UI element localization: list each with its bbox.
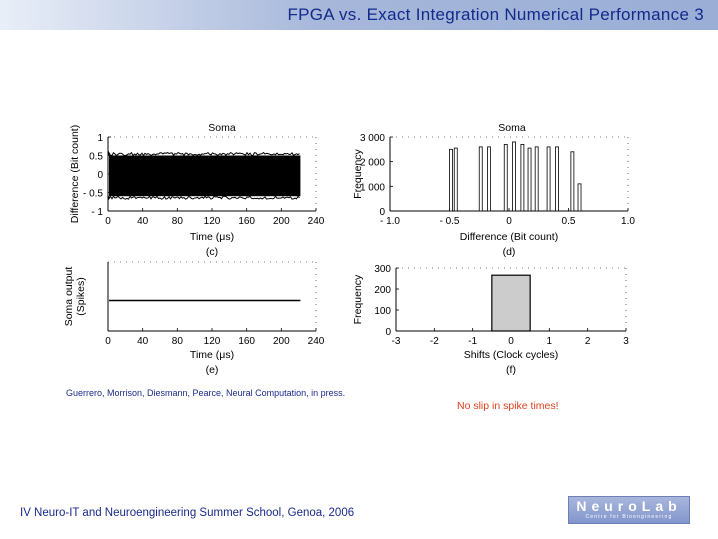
x-tick-label-d: 1.0 bbox=[621, 216, 635, 227]
slide-title: FPGA vs. Exact Integration Numerical Per… bbox=[287, 5, 704, 24]
x-tick-label-c: 40 bbox=[137, 216, 149, 227]
x-tick-label-f: 3 bbox=[623, 336, 629, 347]
x-axis-label-e: Time (μs) bbox=[190, 349, 234, 361]
y-tick-label-c: - 1 bbox=[91, 207, 103, 218]
x-tick-label-e: 160 bbox=[238, 336, 255, 347]
x-tick-label-c: 160 bbox=[238, 216, 255, 227]
y-axis-label-f: Frequency bbox=[352, 274, 364, 324]
y-axis-label-c: Difference (Bit count) bbox=[69, 125, 81, 223]
x-tick-label-f: -2 bbox=[430, 336, 439, 347]
citation-text: Guerrero, Morrison, Diesmann, Pearce, Ne… bbox=[66, 388, 346, 398]
title-bar: FPGA vs. Exact Integration Numerical Per… bbox=[0, 0, 718, 30]
x-tick-label-d: - 1.0 bbox=[380, 216, 400, 227]
caption-e: (e) bbox=[206, 364, 219, 376]
histogram-bar bbox=[449, 148, 453, 212]
histogram-bar bbox=[487, 146, 491, 212]
x-tick-label-c: 0 bbox=[105, 216, 111, 227]
x-tick-label-d: 0 bbox=[506, 216, 512, 227]
histogram-bar bbox=[478, 146, 483, 212]
histogram-bar bbox=[453, 147, 458, 212]
x-tick-label-e: 240 bbox=[308, 336, 325, 347]
logo-sub-text: Centre for Bioengineering bbox=[585, 514, 673, 520]
y-tick-label-c: 0 bbox=[97, 170, 103, 181]
x-tick-label-c: 80 bbox=[172, 216, 184, 227]
difference-band-top-edge bbox=[108, 150, 300, 157]
neurolab-logo: NeuroLab Centre for Bioengineering bbox=[568, 496, 690, 524]
y-tick-label-f: 100 bbox=[374, 306, 391, 317]
y-tick-label-d: 0 bbox=[379, 207, 385, 218]
y-tick-label-f: 0 bbox=[385, 327, 391, 338]
x-tick-label-f: 2 bbox=[585, 336, 591, 347]
caption-c: (c) bbox=[206, 246, 218, 258]
histogram-bar bbox=[534, 146, 539, 212]
x-tick-label-e: 80 bbox=[172, 336, 184, 347]
x-tick-label-e: 120 bbox=[204, 336, 221, 347]
chart-title-c: Soma bbox=[208, 122, 236, 134]
x-tick-label-e: 200 bbox=[273, 336, 290, 347]
footer-text: IV Neuro-IT and Neuroengineering Summer … bbox=[20, 507, 355, 519]
x-tick-label-d: - 0.5 bbox=[439, 216, 459, 227]
y-axis-label-d: Frequency bbox=[352, 148, 364, 198]
y-tick-label-c: - 0.5 bbox=[83, 189, 103, 200]
logo-main-text: NeuroLab bbox=[576, 498, 682, 514]
note-text: No slip in spike times! bbox=[457, 400, 559, 412]
y-tick-label-f: 300 bbox=[374, 264, 391, 275]
y-tick-label-c: 1 bbox=[97, 133, 103, 144]
x-tick-label-f: 1 bbox=[547, 336, 553, 347]
x-tick-label-e: 40 bbox=[137, 336, 149, 347]
histogram-bar bbox=[570, 151, 575, 212]
y-tick-label-d: 1 000 bbox=[360, 182, 385, 193]
histogram-bar bbox=[527, 147, 532, 212]
y-axis-label-e: Soma output bbox=[63, 267, 75, 327]
x-tick-label-c: 200 bbox=[273, 216, 290, 227]
x-tick-label-f: -1 bbox=[468, 336, 477, 347]
x-tick-label-f: -3 bbox=[392, 336, 401, 347]
histogram-bar bbox=[555, 146, 559, 212]
caption-f: (f) bbox=[506, 364, 516, 376]
histogram-bar bbox=[546, 146, 551, 212]
x-tick-label-f: 0 bbox=[508, 336, 514, 347]
histogram-bar bbox=[577, 183, 582, 212]
histogram-bar bbox=[503, 143, 508, 212]
x-tick-label-d: 0.5 bbox=[562, 216, 576, 227]
y-tick-label-f: 200 bbox=[374, 285, 391, 296]
x-tick-label-e: 0 bbox=[105, 336, 111, 347]
histogram-bar bbox=[512, 141, 516, 212]
y-tick-label-c: 0.5 bbox=[89, 152, 103, 163]
difference-band bbox=[109, 155, 301, 197]
x-axis-label-d: Difference (Bit count) bbox=[460, 231, 558, 243]
difference-band-bottom-edge bbox=[108, 195, 300, 201]
shift-histogram-bar bbox=[491, 274, 531, 332]
x-axis-label-c: Time (μs) bbox=[190, 231, 234, 243]
y-axis-label-unit-e: (Spikes) bbox=[75, 277, 87, 316]
caption-d: (d) bbox=[503, 246, 516, 258]
x-axis-label-f: Shifts (Clock cycles) bbox=[464, 349, 559, 361]
histogram-bar bbox=[520, 143, 525, 212]
chart-title-d: Soma bbox=[498, 122, 526, 134]
x-tick-label-c: 120 bbox=[204, 216, 221, 227]
x-tick-label-c: 240 bbox=[308, 216, 325, 227]
y-tick-label-d: 3 000 bbox=[360, 133, 385, 144]
y-tick-label-d: 2 000 bbox=[360, 158, 385, 169]
